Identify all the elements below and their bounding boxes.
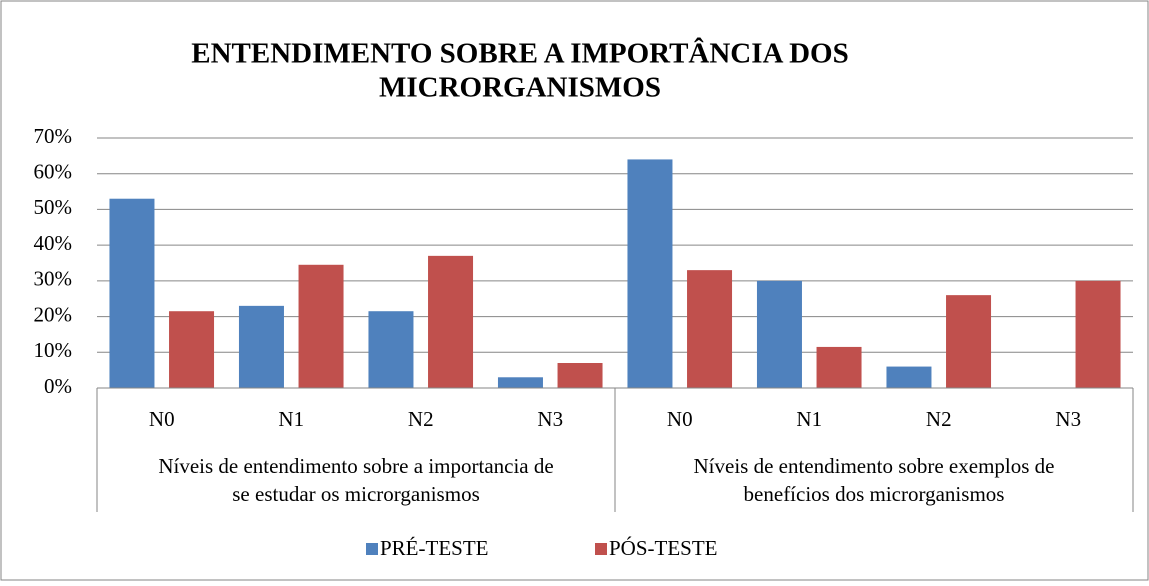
x-tick-label: N1: [278, 407, 304, 431]
group-label: Níveis de entendimento sobre exemplos de: [694, 454, 1055, 478]
group-label: Níveis de entendimento sobre a importanc…: [158, 454, 553, 478]
x-tick-label: N1: [796, 407, 822, 431]
bar: [428, 255, 474, 388]
x-tick-label: N0: [149, 407, 175, 431]
x-tick-label: N3: [1055, 407, 1081, 431]
legend-label: PRÉ-TESTE: [380, 536, 489, 560]
bar: [1075, 280, 1121, 388]
bar: [627, 159, 673, 388]
bar: [497, 377, 543, 388]
x-tick-label: N0: [667, 407, 693, 431]
legend-swatch: [595, 543, 607, 555]
bar: [169, 311, 215, 388]
bar: [238, 305, 284, 388]
bar: [886, 366, 932, 388]
bar: [298, 264, 344, 388]
x-tick-label: N3: [537, 407, 563, 431]
legend-swatch: [366, 543, 378, 555]
y-tick-label: 70%: [34, 124, 73, 148]
y-tick-label: 50%: [34, 195, 73, 219]
bar: [687, 270, 733, 388]
chart-title: MICRORGANISMOS: [379, 72, 661, 104]
group-label: benefícios dos microrganismos: [744, 482, 1005, 506]
group-label: se estudar os microrganismos: [232, 482, 480, 506]
y-tick-label: 40%: [34, 231, 73, 255]
bar: [368, 311, 414, 388]
x-tick-label: N2: [926, 407, 952, 431]
y-tick-label: 20%: [34, 302, 73, 326]
x-tick-label: N2: [408, 407, 434, 431]
y-tick-label: 10%: [34, 338, 73, 362]
chart-title: ENTENDIMENTO SOBRE A IMPORTÂNCIA DOS: [191, 37, 849, 70]
legend-label: PÓS-TESTE: [609, 536, 718, 560]
y-tick-label: 30%: [34, 267, 73, 291]
y-tick-label: 0%: [44, 374, 72, 398]
bar: [946, 295, 992, 388]
bar: [109, 198, 155, 388]
bar: [557, 363, 603, 388]
bar: [756, 280, 802, 388]
bar: [816, 346, 862, 388]
y-tick-label: 60%: [34, 160, 73, 184]
